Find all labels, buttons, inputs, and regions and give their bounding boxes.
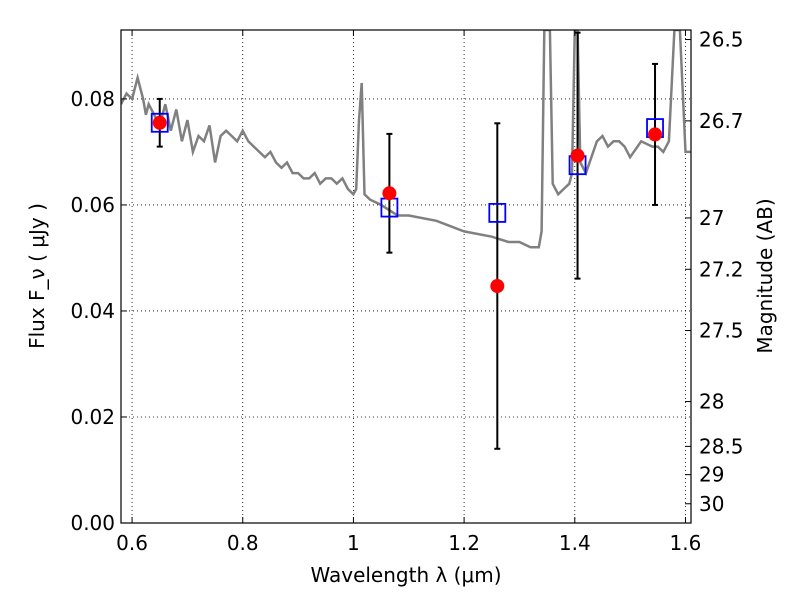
x-tick-label-3: 1.2 <box>448 531 480 555</box>
observed-point-4 <box>648 127 663 142</box>
x-tick-label-2: 1 <box>347 531 360 555</box>
y2-axis-label: Magnitude (AB) <box>753 198 777 353</box>
model-photometry-box-0 <box>150 112 169 133</box>
plot-frame <box>120 29 692 524</box>
y2-tick-label-4: 27.5 <box>699 319 744 343</box>
y2-tick-label-0: 26.5 <box>699 28 744 52</box>
y2-tick-label-6: 28.5 <box>699 434 744 458</box>
model-photometry-box-2 <box>488 202 507 223</box>
y-axis-ticks: 0.00 0.02 0.04 0.06 0.08 <box>70 87 127 535</box>
x-axis-ticks: 0.6 0.8 1 1.2 1.4 1.6 <box>116 30 701 555</box>
observed-point-0 <box>152 115 167 130</box>
error-bars <box>156 31 659 450</box>
observed-point-2 <box>490 279 505 294</box>
y2-tick-label-5: 28 <box>699 390 724 414</box>
observed-point-1 <box>382 186 397 201</box>
model-photometry-markers <box>150 112 664 223</box>
y2-tick-label-8: 30 <box>699 492 724 516</box>
x-tick-label-1: 0.8 <box>227 531 259 555</box>
x-tick-label-5: 1.6 <box>670 531 702 555</box>
spectrum-path <box>121 30 691 249</box>
x-tick-label-4: 1.4 <box>559 531 591 555</box>
y-tick-label-1: 0.02 <box>70 405 115 429</box>
y2-tick-label-3: 27.2 <box>699 257 744 281</box>
model-spectrum-line <box>121 30 691 249</box>
observed-point-3 <box>570 148 585 163</box>
y2-tick-label-7: 29 <box>699 463 724 487</box>
x-tick-label-0: 0.6 <box>116 531 148 555</box>
y2-axis-ticks: 26.5 26.7 27 27.2 27.5 28 28.5 29 30 <box>685 28 744 516</box>
y2-tick-label-1: 26.7 <box>699 109 744 133</box>
y-axis-label: Flux F_ν ( μJy ) <box>25 203 49 349</box>
x-axis-label: Wavelength λ (μm) <box>310 563 501 587</box>
observed-flux-points <box>152 115 663 294</box>
y-tick-label-3: 0.06 <box>70 193 115 217</box>
y2-tick-label-2: 27 <box>699 206 724 230</box>
grid-lines <box>121 30 691 524</box>
y-tick-label-0: 0.00 <box>70 511 115 535</box>
y-tick-label-2: 0.04 <box>70 299 115 323</box>
y-tick-label-4: 0.08 <box>70 87 115 111</box>
